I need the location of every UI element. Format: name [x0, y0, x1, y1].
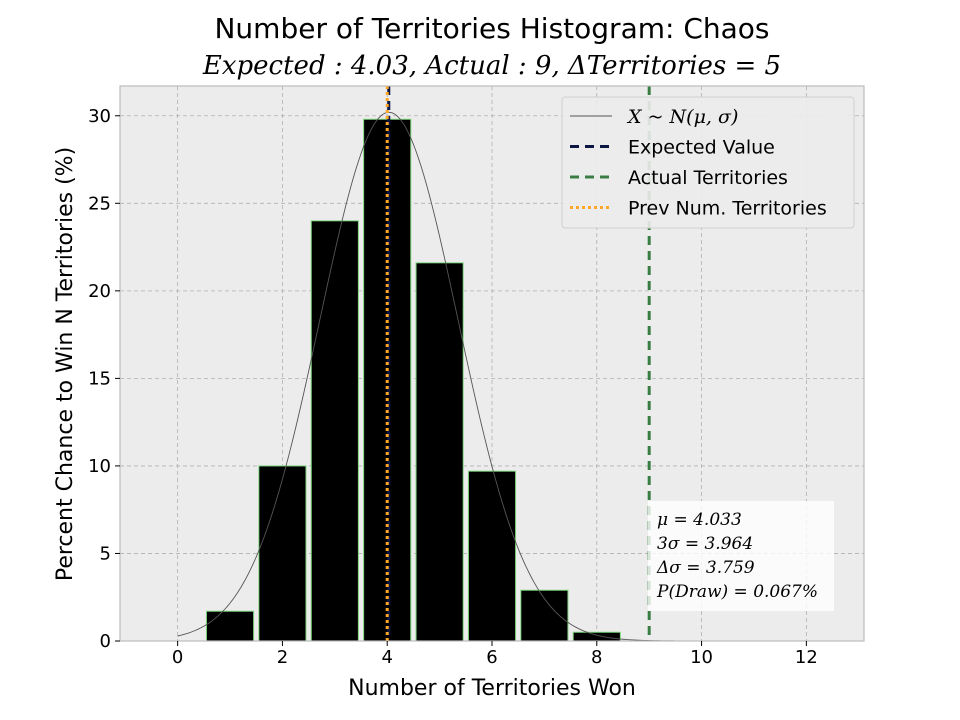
axis-ticks: 0 2 4 6 8 10 12 0 5 10 15 20 25 30 [88, 106, 818, 668]
bars [205, 118, 621, 642]
stats-line: μ = 4.033 [657, 510, 742, 530]
legend-box [561, 96, 855, 229]
y-axis-label: Percent Chance to Win N Territories (%) [53, 147, 78, 581]
y-tick-label: 0 [100, 631, 111, 652]
x-tick-label: 12 [795, 647, 818, 668]
stats-line: 3σ = 3.964 [657, 534, 753, 554]
legend: X ~ N(μ, σ) Expected Value Actual Territor… [561, 96, 855, 229]
y-tick-label: 20 [88, 281, 111, 302]
legend-label: Expected Value [628, 137, 775, 159]
y-tick-label: 10 [88, 456, 111, 477]
stats-box-bg [648, 501, 834, 611]
y-tick-label: 25 [88, 193, 111, 214]
x-tick-label: 2 [277, 647, 288, 668]
x-axis-label: Number of Territories Won [348, 676, 636, 701]
x-tick-label: 6 [486, 647, 497, 668]
histogram-bar [310, 220, 359, 642]
chart-title: Number of Territories Histogram: Chaos [214, 12, 769, 45]
histogram-bar [415, 262, 464, 642]
legend-label: X ~ N(μ, σ) [626, 106, 738, 128]
histogram-bar [258, 465, 307, 642]
chart-subtitle: Expected : 4.03, Actual : 9, ΔTerritorie… [202, 51, 781, 81]
y-tick-label: 5 [100, 543, 111, 564]
stats-line: P(Draw) = 0.067% [656, 582, 818, 602]
y-tick-label: 30 [88, 106, 111, 127]
x-tick-label: 0 [172, 647, 183, 668]
histogram-bar [205, 610, 255, 642]
legend-label: Actual Territories [628, 167, 788, 189]
y-tick-label: 15 [88, 368, 111, 389]
x-tick-label: 4 [381, 647, 392, 668]
legend-label: Prev Num. Territories [628, 198, 827, 220]
stats-line: Δσ = 3.759 [656, 558, 755, 578]
x-tick-label: 10 [690, 647, 713, 668]
stats-box: μ = 4.033 3σ = 3.964 Δσ = 3.759 P(Draw) = 0… [648, 501, 834, 611]
x-tick-label: 8 [591, 647, 602, 668]
histogram-bar [467, 470, 517, 642]
histogram-bar [572, 631, 621, 642]
